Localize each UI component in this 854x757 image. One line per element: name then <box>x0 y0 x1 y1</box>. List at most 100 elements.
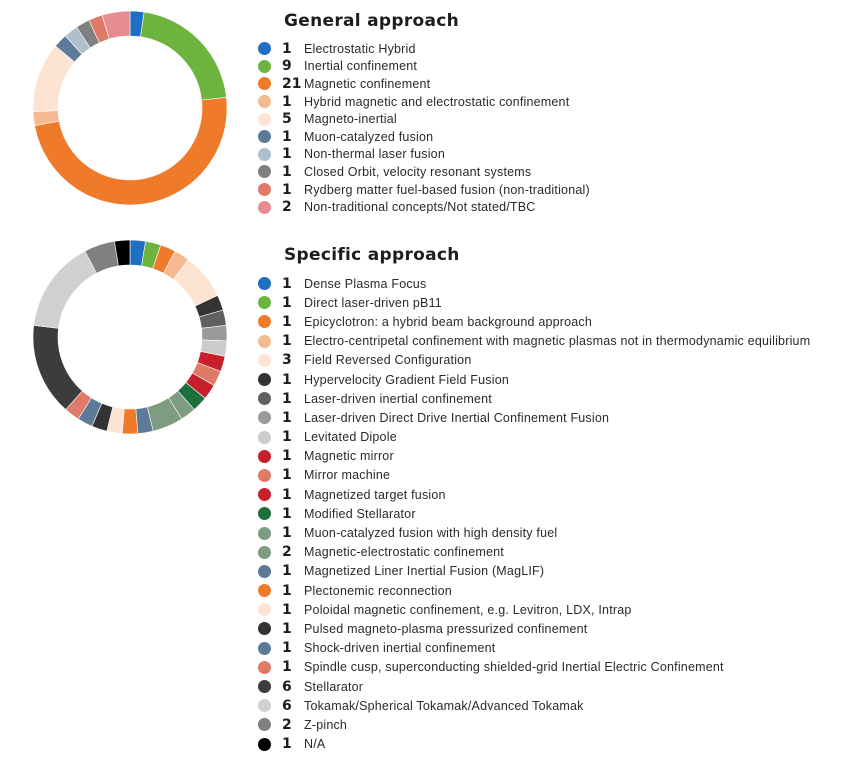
legend-label: Stellarator <box>304 679 364 694</box>
legend-count: 1 <box>282 409 292 426</box>
slice-plectonemic-reconnection <box>121 408 139 435</box>
legend-label: Epicyclotron: a hybrid beam background a… <box>304 314 593 329</box>
slice-non-traditional-concepts-not-stated-tbc <box>101 10 131 40</box>
legend-swatch <box>258 622 271 636</box>
legend-item-mirror-machine: 1 Mirror machine <box>258 466 810 485</box>
legend-label: N/A <box>304 737 326 752</box>
legend-count: 1 <box>282 40 292 57</box>
legend-swatch <box>258 112 271 126</box>
legend-swatch <box>258 296 271 310</box>
legend-label: Modified Stellarator <box>304 506 416 521</box>
legend-count: 1 <box>282 275 292 292</box>
legend-label: Muon-catalyzed fusion <box>304 129 434 144</box>
legend-item-laser-driven-direct-drive-inertial-confinement-fusion: 1 Laser-driven Direct Drive Inertial Conf… <box>258 408 810 427</box>
legend-swatch <box>258 488 271 502</box>
legend-label: Mirror machine <box>304 468 391 483</box>
legend-item-rydberg-matter-fuel-based-fusion-non-traditional: 1 Rydberg matter fuel-based fusion (non-t… <box>258 181 590 199</box>
legend-item-dense-plasma-focus: 1 Dense Plasma Focus <box>258 274 810 293</box>
legend-item-inertial-confinement: 9 Inertial confinement <box>258 58 590 76</box>
legend-item-field-reversed-configuration: 3 Field Reversed Configuration <box>258 351 810 370</box>
legend-item-poloidal-magnetic-confinement-e-g-levitron-ldx-intrap: 1 Poloidal magnetic confinement, e.g. Lev… <box>258 600 810 619</box>
legend-swatch <box>258 545 271 559</box>
legend-label: Closed Orbit, velocity resonant systems <box>304 164 532 179</box>
legend-swatch <box>258 737 271 751</box>
legend-count: 2 <box>282 544 292 561</box>
legend-item-hybrid-magnetic-and-electrostatic-confinement: 1 Hybrid magnetic and electrostatic confi… <box>258 93 590 111</box>
legend-item-magnetic-electrostatic-confinement: 2 Magnetic-electrostatic confinement <box>258 543 810 562</box>
legend-swatch <box>258 449 271 463</box>
legend-label: Magnetized Liner Inertial Fusion (MagLIF… <box>304 564 545 579</box>
legend-swatch <box>258 42 271 56</box>
legend-swatch <box>258 373 271 387</box>
legend-swatch <box>258 411 271 425</box>
legend-count: 1 <box>282 163 292 180</box>
slice-tokamak-spherical-tokamak-advanced-tokamak <box>33 250 97 329</box>
legend-swatch <box>258 147 271 161</box>
legend-item-epicyclotron-a-hybrid-beam-background-approach: 1 Epicyclotron: a hybrid beam background … <box>258 312 810 331</box>
legend-item-stellarator: 6 Stellarator <box>258 677 810 696</box>
legend-item-hypervelocity-gradient-field-fusion: 1 Hypervelocity Gradient Field Fusion <box>258 370 810 389</box>
legend-item-direct-laser-driven-pb11: 1 Direct laser-driven pB11 <box>258 293 810 312</box>
legend-label: Muon-catalyzed fusion with high density … <box>304 526 558 541</box>
legend-count: 6 <box>282 678 292 695</box>
legend-label: Hypervelocity Gradient Field Fusion <box>304 372 509 387</box>
legend-item-muon-catalyzed-fusion: 1 Muon-catalyzed fusion <box>258 128 590 146</box>
legend-item-magnetic-mirror: 1 Magnetic mirror <box>258 447 810 466</box>
legend: 1 Dense Plasma Focus 1 Direct laser-driven … <box>258 274 810 754</box>
legend-item-electrostatic-hybrid: 1 Electrostatic Hybrid <box>258 40 590 58</box>
legend-label: Rydberg matter fuel-based fusion (non-tr… <box>304 182 590 197</box>
legend-count: 1 <box>282 429 292 446</box>
legend-swatch <box>258 468 271 482</box>
legend-item-magnetized-liner-inertial-fusion-maglif: 1 Magnetized Liner Inertial Fusion (MagLI… <box>258 562 810 581</box>
legend-swatch <box>258 680 271 694</box>
specific-approach-section: Specific approach 1 Dense Plasma Focus 1 Di… <box>0 235 854 757</box>
legend-count: 1 <box>282 390 292 407</box>
legend-swatch <box>258 699 271 713</box>
legend-count: 1 <box>282 313 292 330</box>
legend-swatch <box>258 641 271 655</box>
legend-count: 3 <box>282 352 292 369</box>
legend-count: 1 <box>282 736 292 753</box>
legend-count: 1 <box>282 93 292 110</box>
slice-stellarator <box>32 324 83 411</box>
legend-label: Magneto-inertial <box>304 112 397 127</box>
legend-swatch <box>258 165 271 179</box>
legend-count: 5 <box>282 111 292 128</box>
legend-count: 6 <box>282 697 292 714</box>
general-approach-legend-block: General approach 1 Electrostatic Hybrid 9 I… <box>258 8 590 216</box>
legend-count: 1 <box>282 146 292 163</box>
legend-swatch <box>258 59 271 73</box>
legend-count: 1 <box>282 620 292 637</box>
legend-label: Inertial confinement <box>304 59 418 74</box>
legend-item-shock-driven-inertial-confinement: 1 Shock-driven inertial confinement <box>258 639 810 658</box>
legend-count: 9 <box>282 58 292 75</box>
legend-swatch <box>258 392 271 406</box>
legend-swatch <box>258 95 271 109</box>
specific-approach-legend-block: Specific approach 1 Dense Plasma Focus 1 Di… <box>258 242 810 754</box>
legend-item-modified-stellarator: 1 Modified Stellarator <box>258 504 810 523</box>
legend-count: 1 <box>282 448 292 465</box>
legend-label: Dense Plasma Focus <box>304 276 427 291</box>
legend-swatch <box>258 564 271 578</box>
legend-swatch <box>258 718 271 732</box>
legend-label: Direct laser-driven pB11 <box>304 295 442 310</box>
legend-swatch <box>258 507 271 521</box>
legend-label: Laser-driven Direct Drive Inertial Confi… <box>304 410 610 425</box>
legend-label: Field Reversed Configuration <box>304 353 472 368</box>
legend-count: 1 <box>282 505 292 522</box>
legend-count: 2 <box>282 716 292 733</box>
legend-label: Levitated Dipole <box>304 430 397 445</box>
slice-n-a <box>114 239 131 267</box>
legend-label: Pulsed magneto-plasma pressurized confin… <box>304 621 588 636</box>
general-approach-donut <box>32 10 228 206</box>
legend-count: 1 <box>282 486 292 503</box>
legend-item-tokamak-spherical-tokamak-advanced-tokamak: 6 Tokamak/Spherical Tokamak/Advanced Toka… <box>258 696 810 715</box>
legend-label: Magnetic mirror <box>304 449 394 464</box>
legend-swatch <box>258 130 271 144</box>
slice-inertial-confinement <box>140 11 227 101</box>
legend-swatch <box>258 660 271 674</box>
legend-label: Non-thermal laser fusion <box>304 147 445 162</box>
legend-item-magnetized-target-fusion: 1 Magnetized target fusion <box>258 485 810 504</box>
legend-label: Magnetized target fusion <box>304 487 446 502</box>
legend-swatch <box>258 353 271 367</box>
